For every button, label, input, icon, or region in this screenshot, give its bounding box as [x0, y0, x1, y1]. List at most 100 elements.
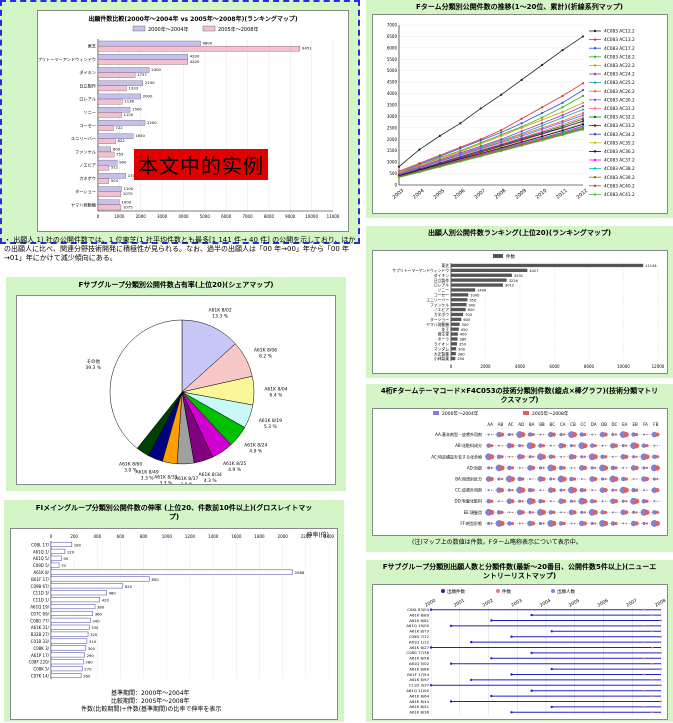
- category-label: 花王: [441, 327, 449, 332]
- data-point: [561, 126, 564, 129]
- bubble: [510, 443, 515, 448]
- bubble: [625, 444, 628, 447]
- legend-swatch: [202, 25, 216, 32]
- category-label: B01F 17/54: [407, 672, 429, 677]
- bubble: [614, 433, 618, 436]
- data-label: 9451: [302, 46, 312, 51]
- bubble: [655, 432, 660, 437]
- bar: [97, 186, 122, 192]
- panel-tech-matrix: 4桁Fタームテーマコード×F4C053の技術分類別件数(縦点×棒グラフ)(技術分…: [366, 384, 673, 552]
- data-label: 360: [95, 611, 103, 616]
- bubble: [511, 488, 514, 492]
- start-marker: [429, 608, 433, 611]
- tick-label: 2005: [432, 188, 446, 201]
- legend-label: 4C083 AC33.2: [604, 123, 635, 129]
- row-label: FF:剤型形態: [460, 520, 482, 526]
- bubble: [602, 465, 609, 471]
- bar: [50, 555, 62, 561]
- legend-marker: [496, 589, 500, 593]
- category-label: ターショー: [75, 188, 96, 195]
- category-label: サプリトーマーアンドウィンドウ: [38, 56, 96, 63]
- slice-value: 6.4 %: [270, 392, 284, 398]
- data-point: [561, 49, 564, 52]
- bar: [451, 352, 456, 356]
- data-point: [418, 148, 421, 151]
- data-point: [561, 114, 564, 117]
- panel-fterm-trend: Fターム分類別公開件数の推移(1～20位、累計)(折線系列マップ) 0 500 10…: [366, 0, 673, 218]
- column-label: AB: [498, 422, 504, 427]
- category-label: C11D 3/: [33, 591, 50, 596]
- legend-label: 2005年～2008年: [532, 410, 569, 417]
- data-point: [581, 120, 585, 123]
- data-point: [561, 101, 564, 104]
- bubble: [604, 477, 607, 481]
- tick-label: 500: [389, 171, 397, 176]
- bubble: [625, 500, 628, 503]
- bar: [97, 59, 188, 65]
- bar: [97, 165, 110, 171]
- category-label: A61Q 5/: [33, 556, 50, 561]
- count-marker: [660, 700, 662, 703]
- bubble: [603, 432, 608, 437]
- bubble: [507, 488, 511, 492]
- bar: [97, 98, 123, 105]
- tick-label: 1000: [387, 160, 398, 165]
- data-label: 90: [63, 556, 68, 561]
- category-label: A61K 8/: [33, 570, 49, 575]
- bar: [451, 347, 457, 351]
- bar: [97, 204, 122, 211]
- bar: [50, 541, 73, 547]
- tick-label: 2400: [324, 534, 335, 539]
- data-point: [520, 144, 523, 148]
- legend-label: 4C083 AC41.2: [604, 192, 635, 198]
- data-label: 2400: [151, 67, 161, 72]
- data-point: [581, 108, 585, 111]
- bubble: [634, 465, 639, 470]
- chart-frame: 出願件数 件数 出願人数 2000 2001 2002 2003 2004 2005 2006 20…: [372, 584, 668, 720]
- bubble: [531, 488, 535, 492]
- column-label: EB: [632, 422, 638, 427]
- slice-label: A61K 8/39: [154, 475, 177, 481]
- row-label: CC:皮膚外用剤: [455, 487, 482, 493]
- category-label: A61Q 1/12: [409, 639, 430, 644]
- tick-label: 2000: [480, 364, 491, 369]
- column-label: AD: [518, 422, 524, 427]
- bubble: [486, 443, 491, 448]
- bubble: [613, 476, 619, 482]
- data-label: 3531: [514, 274, 523, 278]
- bubble: [573, 522, 576, 525]
- count-marker: [660, 635, 662, 638]
- bubble: [559, 433, 563, 437]
- data-label: 504: [111, 178, 119, 183]
- data-point: [520, 78, 523, 81]
- count-marker: [642, 689, 645, 692]
- bubble: [500, 477, 504, 481]
- data-label: 11144: [645, 264, 657, 268]
- category-label: A61K 8/27: [409, 645, 429, 650]
- growth-unit: 伸率(倍): [306, 532, 329, 539]
- series-line: [398, 36, 584, 168]
- bubble: [656, 445, 658, 447]
- bubble: [571, 431, 578, 438]
- data-point: [541, 118, 544, 121]
- category-label: A61K 8/89: [409, 612, 429, 617]
- data-label: 1650: [135, 133, 145, 138]
- category-label: A61K 8/41: [409, 704, 429, 709]
- tick-label: 0: [50, 534, 53, 539]
- column-label: BB: [539, 422, 545, 427]
- count-marker: [660, 651, 662, 654]
- bar: [97, 191, 122, 197]
- column-label: DC: [611, 422, 617, 427]
- legend-label: 4C083 AC38.2: [604, 166, 635, 172]
- tick-label: 2000: [387, 137, 398, 142]
- bubble: [510, 466, 514, 470]
- category-label: 大正製薬: [434, 351, 449, 356]
- bar: [50, 569, 293, 575]
- bubble: [646, 489, 648, 491]
- data-point: [418, 171, 421, 174]
- data-label: 320: [90, 632, 98, 637]
- bubble: [489, 476, 494, 482]
- count-marker: [651, 630, 654, 633]
- column-label: FA: [643, 422, 648, 427]
- bubble: [552, 477, 555, 481]
